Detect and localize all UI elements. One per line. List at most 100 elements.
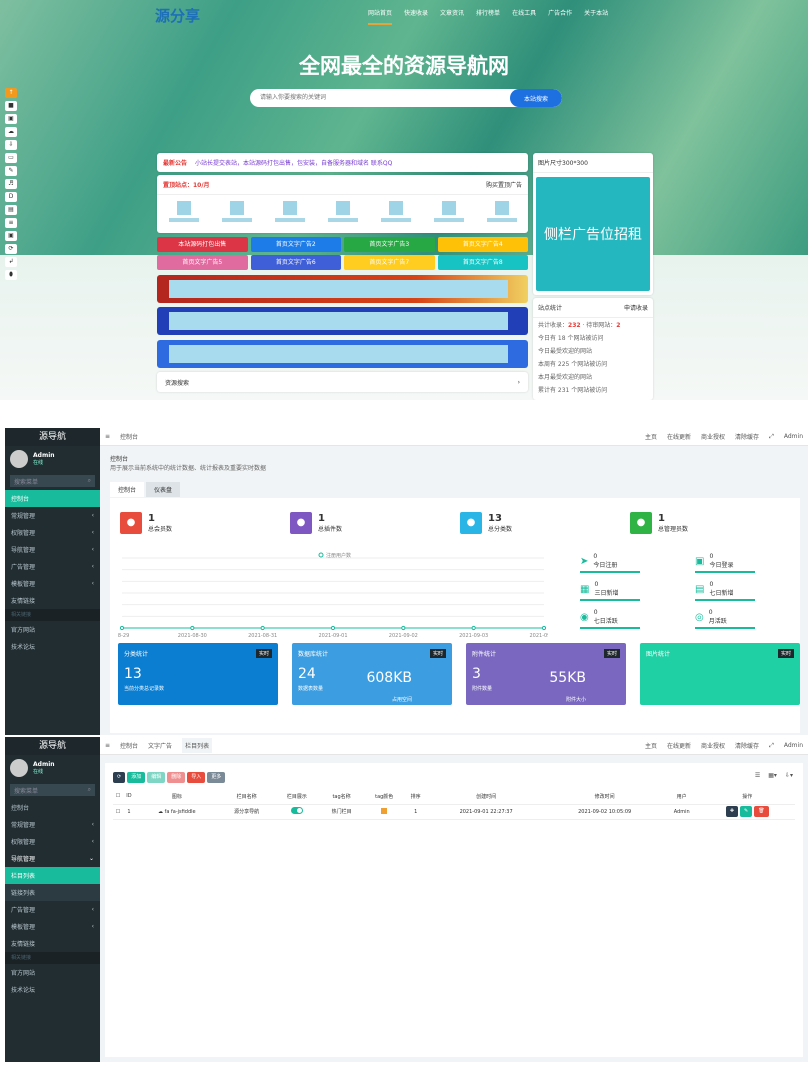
add-button[interactable]: 添加 <box>127 772 146 783</box>
tab-console[interactable]: 控制台 <box>110 482 145 497</box>
text-ad-button[interactable]: 首页文字广告6 <box>250 255 341 270</box>
sidebar-item[interactable]: 导航管理 ‹ <box>11 546 94 554</box>
sidebar-item[interactable]: 广告管理 ‹ <box>11 906 94 914</box>
nav-item[interactable]: 广告合作 <box>548 10 573 17</box>
float-tool-icon[interactable]: ▭ <box>5 153 17 163</box>
float-tool-icon[interactable]: ≡ <box>5 218 17 228</box>
apply-link[interactable]: 申请收录 <box>623 305 648 312</box>
float-tool-icon[interactable]: ⬮ <box>5 270 17 280</box>
edit-row-button[interactable]: ✎ <box>740 806 753 817</box>
tab-panel[interactable]: 仪表盘 <box>146 482 181 497</box>
sidebar-item[interactable]: 控制台 <box>11 805 30 812</box>
menu-search-input[interactable]: 搜索菜单 ⌕ <box>10 784 95 796</box>
column-header[interactable]: 操作 <box>699 789 795 805</box>
menu-toggle-icon[interactable]: ≡ <box>105 433 111 440</box>
text-ad-button[interactable]: 首页文字广告2 <box>250 237 341 252</box>
select-all-checkbox[interactable]: ☐ <box>113 789 123 805</box>
float-tool-icon[interactable]: ↲ <box>5 257 17 267</box>
search-button[interactable]: 本站搜索 <box>510 89 562 107</box>
sidebar-link[interactable]: 官方网站 <box>11 627 36 634</box>
header-clear-cache[interactable]: 清除缓存 <box>735 743 760 750</box>
nav-item[interactable]: 排行榜单 <box>476 10 501 17</box>
import-button[interactable]: 导入 <box>187 772 206 783</box>
text-ad-button[interactable]: 本站源码打包出售 <box>157 237 248 252</box>
float-tool-icon[interactable]: ↑ <box>5 88 17 98</box>
float-tool-icon[interactable]: ⇩ <box>5 140 17 150</box>
fullscreen-icon[interactable]: ⤢ <box>769 432 774 440</box>
toggle-view-icon[interactable]: ☰ <box>754 772 761 779</box>
buy-ad-link[interactable]: 购买置顶广告 <box>485 182 522 189</box>
site-logo[interactable]: 源分享 <box>155 7 201 25</box>
tab-active[interactable]: 栏目列表 <box>182 738 213 753</box>
menu-toggle-icon[interactable]: ≡ <box>105 742 111 749</box>
nav-item[interactable]: 快速收录 <box>404 10 429 17</box>
column-header[interactable]: 栏目展示 <box>274 789 320 805</box>
header-user[interactable]: Admin <box>783 742 803 749</box>
column-header[interactable]: ID <box>123 789 135 805</box>
sidebar-item-dashboard[interactable]: 控制台 <box>5 490 100 507</box>
float-tool-icon[interactable]: ♬ <box>5 179 17 189</box>
text-ad-button[interactable]: 首页文字广告4 <box>437 237 528 252</box>
tab[interactable]: 文字广告 <box>148 743 173 750</box>
column-header[interactable]: 修改时间 <box>545 789 664 805</box>
header-update[interactable]: 在线更新 <box>667 743 692 750</box>
sidebar-item[interactable]: 权限管理 ‹ <box>11 838 94 846</box>
sidebar-item[interactable]: 权限管理 ‹ <box>11 529 94 537</box>
float-tool-icon[interactable]: ▤ <box>5 205 17 215</box>
sidebar-item[interactable]: 模板管理 ‹ <box>11 923 94 931</box>
sidebar-item[interactable]: 友情链接 <box>11 598 36 605</box>
banner-ad[interactable] <box>157 275 528 303</box>
float-tool-icon[interactable]: ▣ <box>5 114 17 124</box>
text-ad-button[interactable]: 首页文字广告5 <box>157 255 248 270</box>
banner-ad[interactable] <box>157 340 528 368</box>
header-clear-cache[interactable]: 清除缓存 <box>735 434 760 441</box>
tab[interactable]: 控制台 <box>120 743 139 750</box>
header-home[interactable]: 主页 <box>645 434 658 441</box>
sidebar-link[interactable]: 技术论坛 <box>11 644 36 651</box>
sidebar-link[interactable]: 官方网站 <box>11 970 36 977</box>
menu-search-input[interactable]: 搜索菜单 ⌕ <box>10 475 95 487</box>
row-checkbox[interactable]: ☐ <box>113 804 123 820</box>
site-item[interactable] <box>486 201 517 222</box>
site-item[interactable] <box>274 201 305 222</box>
float-tool-icon[interactable]: ▣ <box>5 231 17 241</box>
sidebar-subitem-columns[interactable]: 栏目列表 <box>5 867 100 884</box>
sidebar-link[interactable]: 技术论坛 <box>11 987 36 994</box>
delete-button[interactable]: 删除 <box>167 772 186 783</box>
sidebar-item[interactable]: 模板管理 ‹ <box>11 580 94 588</box>
banner-ad[interactable] <box>157 307 528 335</box>
site-item[interactable] <box>327 201 358 222</box>
site-item[interactable] <box>168 201 199 222</box>
float-tool-icon[interactable]: ✎ <box>5 166 17 176</box>
text-ad-button[interactable]: 首页文字广告7 <box>344 255 435 270</box>
refresh-button[interactable]: ⟳ <box>113 772 126 783</box>
header-license[interactable]: 商业授权 <box>701 743 726 750</box>
resource-search-bar[interactable]: 资源搜索 › <box>157 372 528 392</box>
delete-row-button[interactable]: 🗑 <box>754 806 769 817</box>
float-tool-icon[interactable]: ■ <box>5 101 17 111</box>
site-item[interactable] <box>221 201 252 222</box>
column-header[interactable]: 图标 <box>134 789 219 805</box>
nav-item[interactable]: 文章资讯 <box>440 10 465 17</box>
header-user[interactable]: Admin <box>783 433 803 440</box>
fullscreen-icon[interactable]: ⤢ <box>769 741 774 749</box>
float-tool-icon[interactable]: ⟳ <box>5 244 17 254</box>
columns-icon[interactable]: ▦▾ <box>768 772 777 779</box>
export-icon[interactable]: ⇩▾ <box>784 772 793 779</box>
float-tool-icon[interactable]: D <box>5 192 17 202</box>
sidebar-item-nav[interactable]: 导航管理 ⌄ <box>11 855 94 863</box>
site-item[interactable] <box>433 201 464 222</box>
header-update[interactable]: 在线更新 <box>667 434 692 441</box>
column-header[interactable]: 创建时间 <box>426 789 546 805</box>
column-header[interactable]: tag颜色 <box>363 789 405 805</box>
header-home[interactable]: 主页 <box>645 743 658 750</box>
show-toggle[interactable] <box>290 807 303 814</box>
text-ad-button[interactable]: 首页文字广告3 <box>344 237 435 252</box>
search-input[interactable] <box>250 89 510 107</box>
sidebar-subitem-links[interactable]: 链接列表 <box>5 884 100 901</box>
sidebar-item[interactable]: 常规管理 ‹ <box>11 821 94 829</box>
edit-button[interactable]: 编辑 <box>147 772 166 783</box>
nav-item[interactable]: 关于本站 <box>584 10 609 17</box>
column-header[interactable]: tag名称 <box>319 789 364 805</box>
header-license[interactable]: 商业授权 <box>701 434 726 441</box>
